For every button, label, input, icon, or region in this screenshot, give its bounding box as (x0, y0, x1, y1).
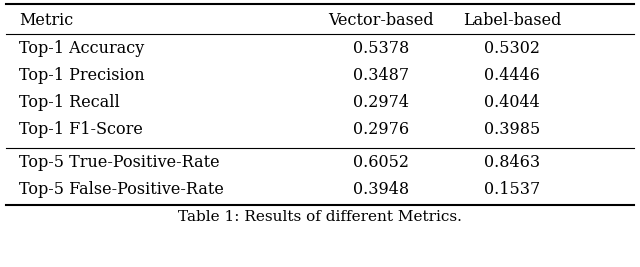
Text: 0.5302: 0.5302 (484, 40, 540, 57)
Text: Table 1: Results of different Metrics.: Table 1: Results of different Metrics. (178, 210, 462, 224)
Text: 0.4446: 0.4446 (484, 67, 540, 84)
Text: 0.6052: 0.6052 (353, 154, 409, 171)
Text: 0.2974: 0.2974 (353, 94, 409, 111)
Text: 0.3985: 0.3985 (484, 121, 540, 138)
Text: Label-based: Label-based (463, 11, 561, 29)
Text: Top-1 Recall: Top-1 Recall (19, 94, 120, 111)
Text: Top-5 False-Positive-Rate: Top-5 False-Positive-Rate (19, 181, 224, 198)
Text: 0.5378: 0.5378 (353, 40, 409, 57)
Text: Vector-based: Vector-based (328, 11, 434, 29)
Text: Top-1 Accuracy: Top-1 Accuracy (19, 40, 145, 57)
Text: Metric: Metric (19, 11, 74, 29)
Text: 0.2976: 0.2976 (353, 121, 409, 138)
Text: 0.3487: 0.3487 (353, 67, 409, 84)
Text: 0.1537: 0.1537 (484, 181, 540, 198)
Text: 0.4044: 0.4044 (484, 94, 540, 111)
Text: 0.3948: 0.3948 (353, 181, 409, 198)
Text: 0.8463: 0.8463 (484, 154, 540, 171)
Text: Top-5 True-Positive-Rate: Top-5 True-Positive-Rate (19, 154, 220, 171)
Text: Top-1 F1-Score: Top-1 F1-Score (19, 121, 143, 138)
Text: Top-1 Precision: Top-1 Precision (19, 67, 145, 84)
